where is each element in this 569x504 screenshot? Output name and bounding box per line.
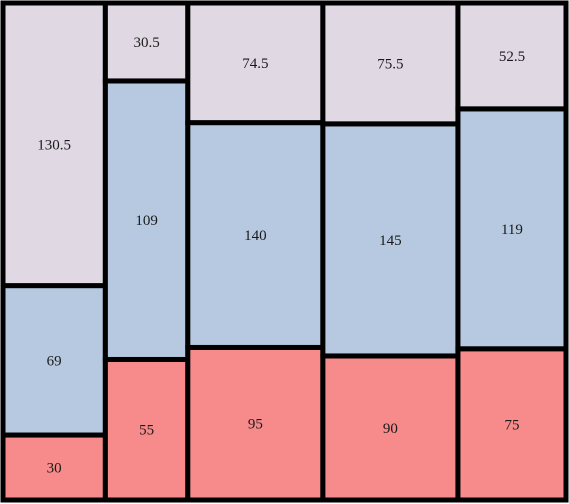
cell-value-label: 30.5: [133, 35, 159, 51]
cell-value-label: 52.5: [499, 49, 525, 65]
cell-value-label: 75.5: [377, 56, 403, 72]
cell-value-label: 55: [139, 423, 154, 439]
mosaic-cell-col1-bottom: [0, 432, 108, 503]
mosaic-cell-col3-top: [185, 0, 326, 126]
cell-value-label: 30: [47, 461, 62, 477]
mosaic-cell-col5-bottom: [455, 346, 569, 503]
cell-value-label: 74.5: [242, 56, 268, 72]
cell-value-label: 130.5: [37, 137, 71, 153]
cell-value-label: 90: [383, 421, 398, 437]
mosaic-cell-col4-bottom: [320, 353, 461, 503]
cell-value-label: 145: [379, 233, 402, 249]
cell-value-label: 119: [501, 222, 523, 238]
mosaic-cell-col4-top: [320, 0, 461, 127]
mosaic-cell-col3-bottom: [185, 344, 326, 503]
mosaic-cell-col1-middle: [0, 283, 108, 438]
mosaic-cell-col1-top: [0, 0, 108, 289]
cell-value-label: 95: [248, 417, 263, 433]
cell-value-label: 109: [135, 213, 158, 229]
cell-value-label: 75: [504, 417, 519, 433]
mosaic-cell-col5-top: [455, 0, 569, 112]
cell-value-label: 140: [244, 228, 267, 244]
chart-labels: 30 69 130.5 55 109 30.5 95 140 74.5 90 145 75.5 75 11…: [37, 35, 525, 477]
cell-value-label: 69: [47, 353, 62, 369]
mosaic-cell-col3-middle: [185, 120, 326, 350]
